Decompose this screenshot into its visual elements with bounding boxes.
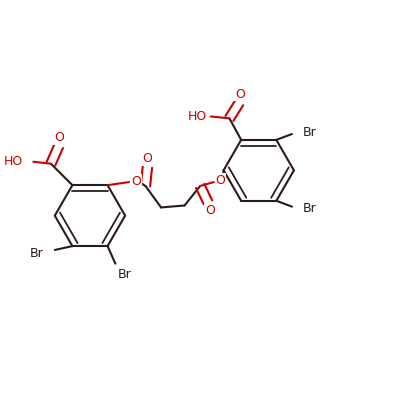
Text: Br: Br xyxy=(30,247,44,260)
Text: Br: Br xyxy=(303,202,317,215)
Text: HO: HO xyxy=(188,110,207,123)
Text: O: O xyxy=(131,175,141,188)
Text: Br: Br xyxy=(303,126,317,138)
Text: O: O xyxy=(54,131,64,144)
Text: O: O xyxy=(215,174,225,186)
Text: O: O xyxy=(235,88,245,101)
Text: O: O xyxy=(142,152,152,165)
Text: HO: HO xyxy=(4,155,23,168)
Text: O: O xyxy=(205,204,215,218)
Text: Br: Br xyxy=(117,268,131,281)
